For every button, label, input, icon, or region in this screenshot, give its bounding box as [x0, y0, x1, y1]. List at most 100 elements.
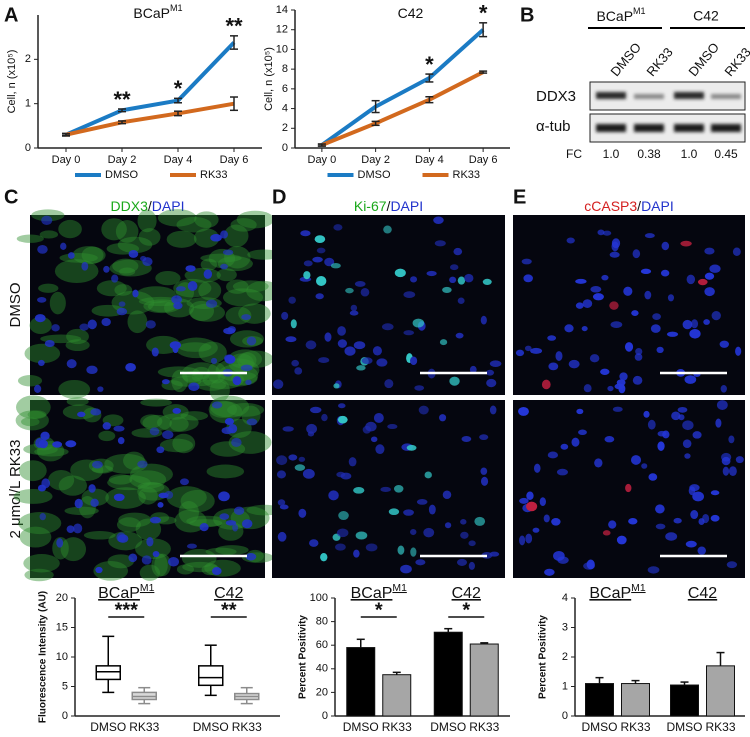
nucleus [566, 237, 575, 244]
nucleus [575, 278, 587, 284]
nucleus [95, 566, 103, 574]
nucleus [544, 568, 555, 576]
blot-row-label: DDX3 [536, 88, 576, 105]
cytoplasm [159, 438, 194, 453]
nucleus [547, 451, 559, 459]
nucleus [113, 425, 125, 432]
y-tick-label: 0 [562, 710, 568, 722]
cytoplasm [114, 284, 133, 296]
nucleus [211, 567, 222, 576]
cytoplasm [155, 270, 181, 286]
nucleus [344, 346, 356, 356]
nucleus [172, 407, 182, 414]
group-label-text: C42 [688, 585, 717, 602]
nucleus [337, 326, 346, 336]
nucleus [444, 522, 452, 529]
y-axis-label: Percent Positivity [538, 615, 549, 699]
nucleus [623, 286, 633, 296]
nucleus [521, 258, 532, 265]
nucleus [644, 290, 652, 300]
cytoplasm [202, 370, 245, 390]
cytoplasm [27, 410, 47, 419]
nucleus [146, 536, 154, 547]
nucleus [439, 414, 447, 422]
cytoplasm [129, 470, 167, 489]
cytoplasm [156, 413, 199, 433]
cytoplasm [58, 379, 91, 399]
nucleus [728, 466, 737, 477]
error-bar [230, 35, 238, 50]
x-tick-label: Day 0 [308, 154, 337, 166]
error-bar [479, 70, 488, 74]
nucleus [519, 535, 526, 546]
nucleus [81, 261, 89, 271]
nucleus [602, 530, 611, 536]
nucleus [415, 559, 426, 566]
nucleus [66, 359, 77, 369]
nucleus [655, 504, 665, 514]
legend-label: RK33 [200, 169, 228, 181]
nucleus [410, 547, 417, 557]
nucleus [726, 561, 738, 569]
band [596, 92, 626, 99]
nucleus [468, 540, 476, 547]
nucleus [635, 347, 643, 356]
fc-value: 1.0 [681, 147, 698, 161]
nucleus [34, 314, 46, 323]
nucleus [185, 265, 196, 272]
nucleus [152, 550, 160, 558]
nucleus [52, 441, 63, 448]
nucleus [686, 274, 696, 285]
nucleus [692, 491, 705, 502]
nucleus [157, 502, 164, 508]
y-tick-label: 10 [56, 651, 68, 663]
nucleus [128, 553, 138, 563]
cytoplasm [176, 216, 212, 233]
nucleus [281, 311, 289, 321]
group-label-sup: M1 [392, 583, 407, 594]
cytoplasm [135, 518, 162, 541]
cytoplasm [140, 398, 172, 407]
nucleus [482, 278, 492, 286]
nucleus [539, 497, 546, 507]
nucleus [90, 498, 99, 508]
nucleus [453, 247, 463, 256]
cytoplasm [196, 379, 227, 391]
nucleus [316, 247, 326, 254]
band [634, 124, 664, 132]
nucleus [455, 332, 464, 339]
x-tick-label: Day 4 [415, 154, 444, 166]
nucleus [571, 437, 580, 447]
nucleus [702, 513, 710, 524]
legend-label: DMSO [358, 169, 391, 181]
nucleus [690, 509, 699, 520]
nucleus [643, 410, 650, 418]
nucleus [403, 330, 415, 336]
nucleus [161, 379, 170, 385]
nucleus [486, 378, 497, 388]
separator: / [637, 198, 641, 214]
nucleus [578, 429, 587, 436]
chart-title: C42 [398, 5, 424, 21]
band [634, 94, 664, 99]
significance: ** [221, 599, 237, 621]
blot-group-sup: M1 [633, 6, 646, 16]
nucleus [291, 359, 299, 367]
y-tick-label: 2 [25, 53, 31, 65]
nucleus [246, 418, 258, 426]
nucleus [414, 385, 425, 391]
group-label-text: C42 [214, 585, 243, 602]
nucleus [652, 313, 661, 320]
cytoplasm [105, 487, 146, 509]
nucleus [486, 369, 495, 376]
fc-value: 1.0 [603, 147, 620, 161]
nucleus [704, 287, 715, 297]
cytoplasm [66, 328, 89, 345]
nucleus [661, 241, 670, 251]
nucleus [632, 375, 643, 385]
x-tick-label: DMSO [343, 720, 379, 734]
nucleus [172, 343, 179, 354]
cytoplasm [23, 553, 60, 573]
nucleus [38, 359, 45, 367]
nucleus [518, 406, 529, 416]
